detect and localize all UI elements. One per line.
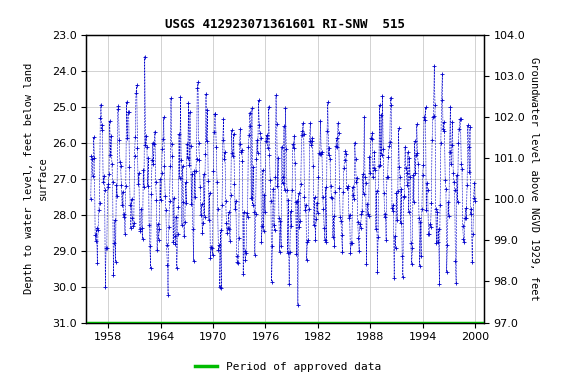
Legend: Period of approved data: Period of approved data — [191, 358, 385, 377]
Title: USGS 412923071361601 RI-SNW  515: USGS 412923071361601 RI-SNW 515 — [165, 18, 405, 31]
Y-axis label: Groundwater level above NGVD 1929, feet: Groundwater level above NGVD 1929, feet — [529, 57, 540, 300]
Y-axis label: Depth to water level, feet below land
surface: Depth to water level, feet below land su… — [24, 63, 48, 294]
